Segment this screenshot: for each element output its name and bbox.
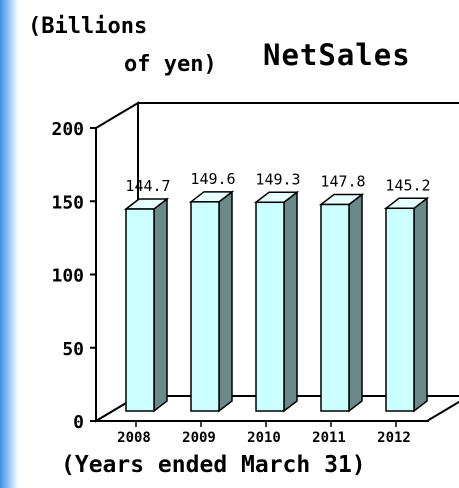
- data-label: 147.8: [320, 172, 365, 190]
- bar: [385, 207, 415, 412]
- data-label: 149.3: [255, 170, 300, 188]
- bar: [255, 201, 285, 412]
- bar-side: [153, 197, 168, 413]
- y-tick-label: 150: [51, 192, 84, 213]
- bar-side: [283, 190, 298, 413]
- x-tick-label: 2012: [377, 430, 411, 446]
- chart-title: NetSales: [263, 38, 411, 72]
- x-tick-label: 2008: [117, 430, 151, 446]
- bar: [320, 203, 350, 412]
- x-tick-label: 2010: [247, 430, 281, 446]
- bar: [125, 208, 155, 412]
- y-tick-label: 50: [62, 339, 84, 360]
- y-unit-label-line1: (Billions: [28, 14, 148, 39]
- y-tick-label: 0: [73, 412, 84, 433]
- bar-side: [348, 192, 363, 413]
- data-label: 149.6: [190, 170, 235, 188]
- y-tick-label: 100: [51, 266, 84, 287]
- x-tick-label: 2009: [182, 430, 216, 446]
- bar-side: [218, 190, 233, 413]
- data-label: 144.7: [125, 177, 170, 195]
- y-tick-label: 200: [51, 119, 84, 140]
- bar: [190, 201, 220, 412]
- bar-side: [413, 196, 428, 413]
- y-unit-label-line2: of yen): [124, 52, 217, 77]
- data-label: 145.2: [385, 176, 430, 194]
- x-tick-label: 2011: [312, 430, 346, 446]
- x-axis-label: (Years ended March 31): [61, 452, 366, 478]
